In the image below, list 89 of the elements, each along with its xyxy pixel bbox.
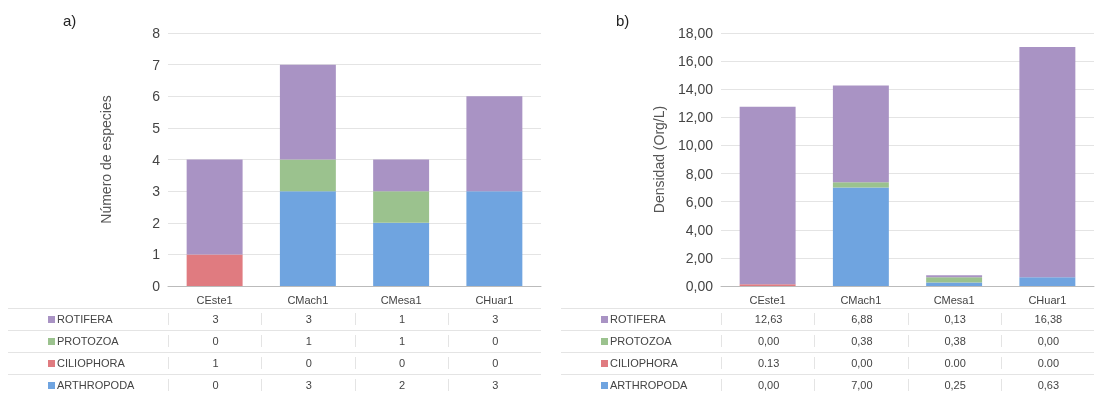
bar	[466, 96, 523, 192]
y-tick-label: 7	[152, 56, 161, 73]
bar	[373, 191, 430, 223]
data-label: 1	[261, 335, 356, 347]
y-tick-label: 8,00	[685, 165, 714, 182]
data-label: 0,00	[721, 335, 816, 347]
y-tick-label: 3	[152, 183, 161, 200]
data-label: 16,38	[1000, 313, 1095, 325]
data-label: 0	[447, 357, 542, 369]
data-label: 0	[168, 379, 263, 391]
legend-label: ROTIFERA	[57, 313, 113, 325]
data-label: 0,38	[814, 335, 909, 347]
data-label: 0,13	[907, 313, 1002, 325]
data-label: 0,63	[1000, 379, 1095, 391]
data-label: 2	[354, 379, 449, 391]
y-tick-label: 14,00	[677, 81, 714, 98]
bar	[739, 106, 796, 285]
y-tick-label: 1	[152, 246, 161, 263]
data-label: 0,00	[721, 379, 816, 391]
bar	[832, 182, 889, 188]
data-label: 6,88	[814, 313, 909, 325]
y-tick-label: 4,00	[685, 221, 714, 238]
data-label: 1	[354, 335, 449, 347]
chart-title: b)	[616, 12, 630, 29]
y-tick-label: 16,00	[677, 53, 714, 70]
data-label: 3	[168, 313, 263, 325]
x-tick-label: CMach1	[840, 293, 882, 306]
x-tick-label: CHuar1	[1028, 293, 1067, 306]
x-tick-label: CMesa1	[933, 293, 975, 306]
bar	[832, 85, 889, 183]
bar	[279, 191, 336, 286]
bar	[1019, 277, 1076, 286]
data-label: 0	[168, 335, 263, 347]
data-label: 0.13	[721, 357, 816, 369]
x-tick-label: CMach1	[287, 293, 329, 306]
bar	[466, 191, 523, 286]
bar	[373, 222, 430, 286]
y-tick-label: 12,00	[677, 109, 714, 126]
y-tick-label: 2	[152, 214, 161, 231]
bar	[832, 187, 889, 286]
data-label: 0,38	[907, 335, 1002, 347]
x-tick-label: CEste1	[196, 293, 233, 306]
data-label: 1	[354, 313, 449, 325]
data-label: 1	[168, 357, 263, 369]
bar	[186, 254, 243, 286]
data-label: 0	[354, 357, 449, 369]
data-label: 0,00	[814, 357, 909, 369]
bar	[926, 282, 983, 286]
legend-label: ROTIFERA	[610, 313, 666, 325]
y-tick-label: 0,00	[685, 278, 714, 294]
bar	[186, 159, 243, 255]
data-label: 7,00	[814, 379, 909, 391]
x-tick-label: CHuar1	[475, 293, 514, 306]
bar	[373, 159, 430, 192]
data-label: 12,63	[721, 313, 816, 325]
y-tick-label: 10,00	[677, 137, 714, 154]
bar	[926, 277, 983, 283]
y-tick-label: 2,00	[685, 249, 714, 266]
data-label: 0.00	[907, 357, 1002, 369]
data-label: 0,25	[907, 379, 1002, 391]
data-label: 0,00	[1000, 335, 1095, 347]
legend-label: ARTHROPODA	[57, 379, 135, 391]
data-label: 0	[447, 335, 542, 347]
x-tick-label: CMesa1	[380, 293, 422, 306]
y-axis-title: Densidad (Org/L)	[651, 105, 667, 214]
y-tick-label: 6,00	[685, 193, 714, 210]
y-axis-title: Número de especies	[98, 95, 114, 224]
y-tick-label: 4	[152, 151, 161, 168]
data-label: 3	[261, 379, 356, 391]
bar	[279, 159, 336, 192]
legend-label: CILIOPHORA	[57, 357, 125, 369]
y-tick-label: 5	[152, 119, 161, 136]
legend-label: CILIOPHORA	[610, 357, 678, 369]
data-label: 3	[447, 379, 542, 391]
legend-label: ARTHROPODA	[610, 379, 688, 391]
y-tick-label: 8	[152, 25, 161, 41]
bar	[279, 64, 336, 160]
x-tick-label: CEste1	[749, 293, 786, 306]
legend-label: PROTOZOA	[610, 335, 672, 347]
y-tick-label: 6	[152, 88, 161, 105]
data-label: 0.00	[1000, 357, 1095, 369]
data-label: 0	[261, 357, 356, 369]
y-tick-label: 18,00	[677, 25, 714, 41]
chart-title: a)	[63, 12, 77, 29]
legend-label: PROTOZOA	[57, 335, 119, 347]
bar	[1019, 46, 1076, 278]
data-label: 3	[447, 313, 542, 325]
y-tick-label: 0	[152, 278, 161, 294]
data-label: 3	[261, 313, 356, 325]
